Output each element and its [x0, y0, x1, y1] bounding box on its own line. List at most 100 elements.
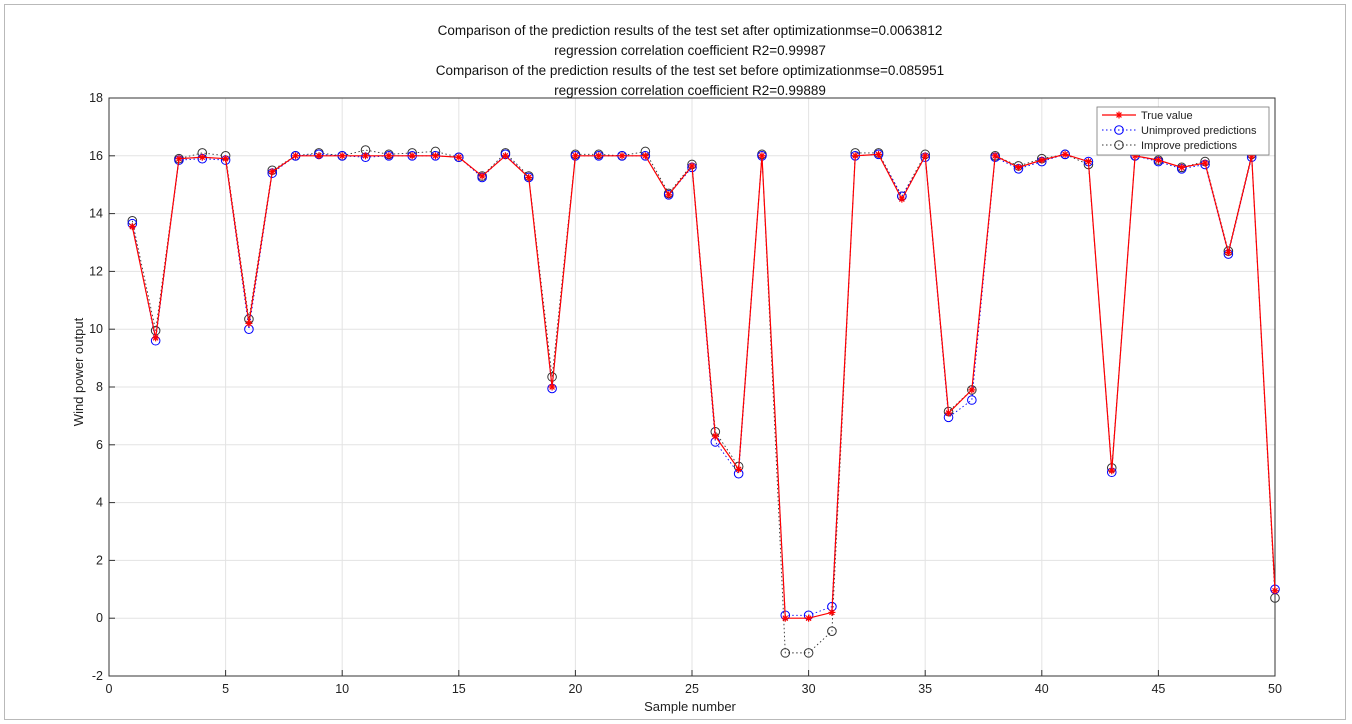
star-stroke — [1038, 157, 1045, 164]
star-stroke — [595, 152, 602, 159]
legend: True value Unimproved predictions Improve … — [1096, 106, 1270, 156]
chart-title: Comparison of the prediction results of … — [436, 23, 944, 98]
data-point-true-value — [1201, 159, 1209, 167]
x-tick-label: 15 — [452, 682, 466, 696]
star-stroke — [852, 152, 859, 159]
data-point-true-value — [1084, 158, 1092, 166]
title-line-1: Comparison of the prediction results of … — [438, 23, 943, 38]
data-point-true-value — [245, 319, 253, 327]
data-point-true-value — [198, 153, 206, 161]
data-point-true-value — [875, 150, 883, 158]
y-tick-label: 16 — [89, 149, 103, 163]
star-stroke — [992, 152, 999, 159]
star-stroke — [479, 173, 485, 179]
star-stroke — [176, 155, 182, 162]
star-stroke — [1178, 164, 1185, 171]
data-point-true-value — [128, 223, 136, 231]
x-tick-label: 30 — [802, 682, 816, 696]
data-point-true-value — [268, 168, 276, 176]
star-stroke — [782, 615, 789, 622]
star-stroke — [665, 191, 672, 198]
star-stroke — [152, 334, 159, 341]
star-stroke — [968, 387, 975, 393]
legend-label-0: True value — [1141, 110, 1193, 122]
star-stroke — [735, 466, 742, 473]
data-point-true-value — [945, 409, 953, 417]
star-stroke — [1062, 151, 1068, 158]
star-stroke — [246, 320, 252, 327]
star-stroke — [525, 174, 532, 181]
data-point-improved — [780, 648, 791, 658]
star-stroke — [222, 155, 229, 162]
data-point-true-value — [431, 152, 439, 160]
x-tick-label: 50 — [1268, 682, 1282, 696]
data-point-true-value — [338, 152, 346, 160]
legend-label-1: Unimproved predictions — [1141, 125, 1257, 137]
star-stroke — [409, 152, 416, 159]
star-stroke — [269, 168, 276, 175]
x-tick-label: 40 — [1035, 682, 1049, 696]
y-tick-label: 14 — [89, 207, 103, 221]
data-point-true-value — [571, 152, 579, 160]
data-point-improved — [827, 626, 837, 637]
star-stroke — [362, 152, 369, 159]
data-point-true-value — [711, 432, 719, 440]
data-point-true-value — [1271, 587, 1279, 595]
star-stroke — [1202, 160, 1208, 166]
data-point-true-value — [315, 152, 323, 160]
y-tick-label: 18 — [89, 91, 103, 105]
data-point-true-value — [408, 152, 416, 160]
y-tick-label: 12 — [89, 264, 103, 278]
star-stroke — [455, 154, 462, 161]
x-axis-label: Sample number — [644, 699, 736, 714]
legend-marker-0 — [1115, 111, 1123, 119]
data-point-true-value — [781, 614, 789, 622]
x-tick-label: 25 — [685, 682, 699, 696]
star-stroke — [1225, 249, 1232, 256]
data-point-true-value — [851, 152, 859, 160]
legend-marker-1 — [1114, 125, 1124, 135]
data-point-true-value — [898, 195, 906, 203]
data-point-true-value — [222, 155, 230, 163]
star-stroke — [712, 433, 719, 440]
legend-label-2: Improve predictions — [1141, 140, 1237, 152]
data-point-true-value — [1108, 467, 1116, 475]
data-point-true-value — [618, 152, 626, 160]
data-point-true-value — [828, 608, 836, 616]
y-tick-label: 0 — [96, 611, 103, 625]
y-tick-label: 4 — [96, 496, 103, 510]
star-stroke — [759, 152, 765, 159]
data-point-true-value — [1014, 163, 1022, 171]
data-point-unimproved — [967, 395, 977, 405]
y-axis-label: Wind power output — [71, 317, 86, 426]
legend-marker-2 — [1114, 140, 1124, 150]
data-point-true-value — [595, 152, 603, 160]
star-stroke — [339, 152, 346, 159]
title-line-4: regression correlation coefficient R2=0.… — [554, 83, 826, 98]
x-tick-label: 0 — [106, 682, 113, 696]
star-stroke — [316, 152, 322, 159]
data-point-true-value — [665, 191, 673, 199]
series-0 — [128, 150, 1279, 622]
data-point-true-value — [735, 465, 743, 473]
star-stroke — [1108, 467, 1115, 474]
data-point-true-value — [455, 153, 463, 161]
y-tick-label: 2 — [96, 553, 103, 567]
data-point-unimproved — [1060, 149, 1070, 160]
star-stroke — [1015, 164, 1022, 171]
data-point-true-value — [1038, 156, 1046, 164]
star-stroke — [619, 152, 625, 159]
series-layer — [127, 145, 1280, 658]
star-stroke — [922, 152, 929, 159]
data-point-true-value — [548, 383, 556, 391]
data-point-true-value — [525, 173, 533, 181]
data-point-true-value — [175, 155, 183, 163]
x-tick-label: 35 — [918, 682, 932, 696]
x-tick-label: 20 — [568, 682, 582, 696]
data-point-true-value — [501, 152, 509, 160]
data-point-true-value — [385, 152, 393, 160]
star-stroke — [689, 163, 695, 169]
star-stroke — [875, 151, 882, 158]
title-line-3: Comparison of the prediction results of … — [436, 63, 944, 78]
